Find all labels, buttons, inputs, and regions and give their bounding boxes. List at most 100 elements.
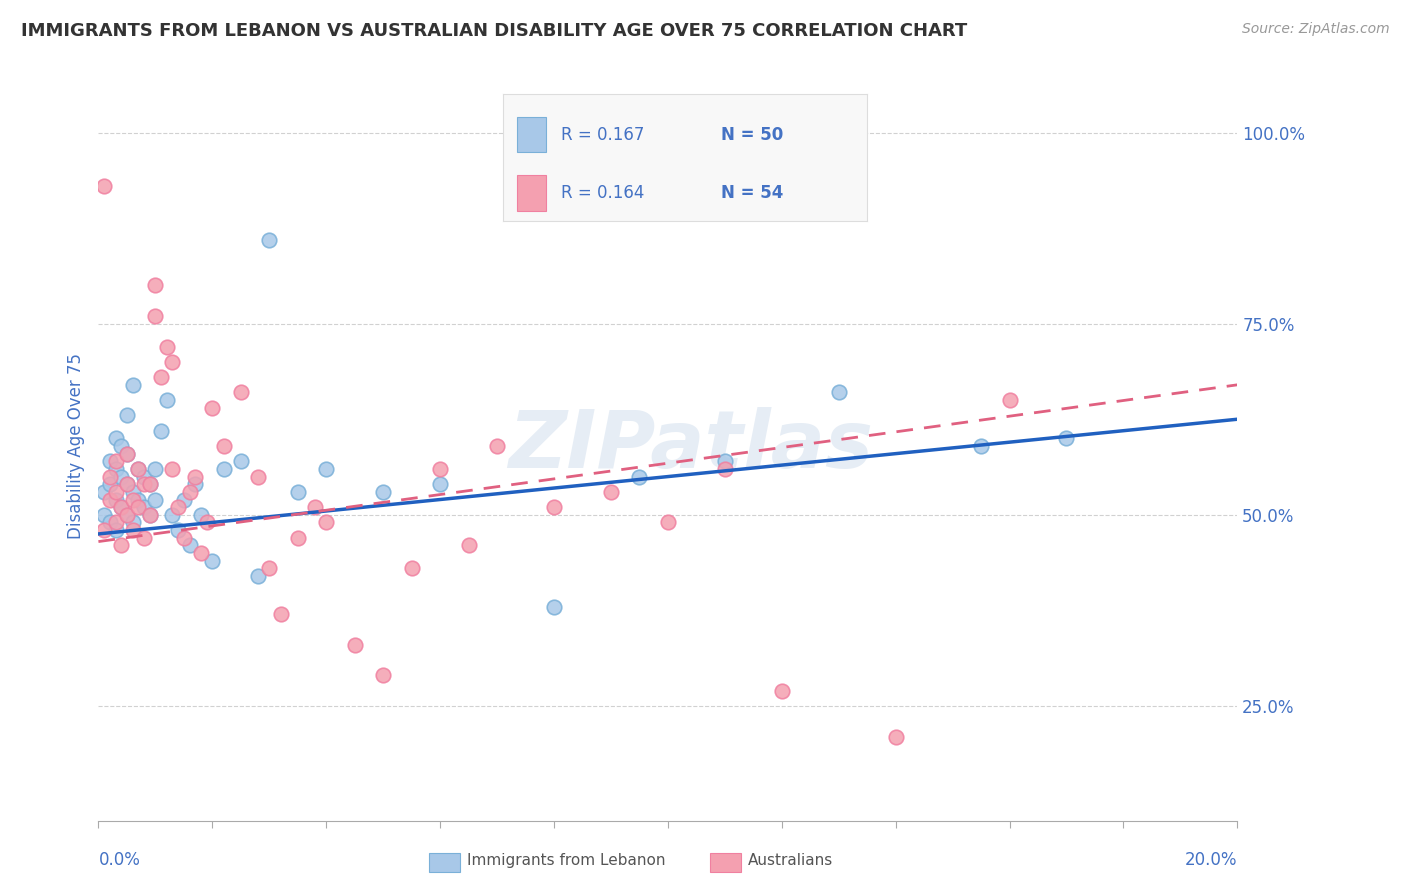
Point — [543, 500, 565, 515]
Point — [373, 668, 395, 682]
Point — [246, 569, 269, 583]
Point — [195, 516, 218, 530]
Point — [145, 462, 167, 476]
Point — [104, 454, 127, 468]
Point — [127, 492, 149, 507]
Point — [162, 462, 184, 476]
Point — [167, 523, 190, 537]
Point — [98, 454, 121, 468]
Point — [628, 469, 651, 483]
Point — [184, 469, 207, 483]
Point — [201, 554, 224, 568]
Point — [212, 439, 235, 453]
Point — [121, 523, 143, 537]
Point — [121, 492, 143, 507]
Point — [104, 516, 127, 530]
Point — [110, 500, 132, 515]
Point — [1056, 431, 1078, 445]
Point — [132, 531, 155, 545]
Point — [145, 492, 167, 507]
Point — [115, 447, 138, 461]
Point — [127, 462, 149, 476]
Point — [401, 561, 423, 575]
Point — [156, 340, 179, 354]
Text: IMMIGRANTS FROM LEBANON VS AUSTRALIAN DISABILITY AGE OVER 75 CORRELATION CHART: IMMIGRANTS FROM LEBANON VS AUSTRALIAN DI… — [21, 22, 967, 40]
Point — [104, 431, 127, 445]
Point — [156, 393, 179, 408]
Point — [138, 508, 160, 522]
Text: 0.0%: 0.0% — [98, 851, 141, 869]
Point — [127, 462, 149, 476]
Point — [121, 484, 143, 499]
Point — [343, 638, 366, 652]
Point — [93, 508, 115, 522]
Point — [190, 546, 212, 560]
Point — [600, 484, 623, 499]
Text: 20.0%: 20.0% — [1185, 851, 1237, 869]
Point — [173, 531, 195, 545]
Point — [132, 500, 155, 515]
Point — [229, 454, 252, 468]
Y-axis label: Disability Age Over 75: Disability Age Over 75 — [66, 353, 84, 539]
Point — [259, 233, 281, 247]
Point — [162, 508, 184, 522]
Point — [98, 469, 121, 483]
Point — [138, 508, 160, 522]
Point — [429, 477, 451, 491]
Point — [110, 439, 132, 453]
Point — [115, 477, 138, 491]
Point — [373, 484, 395, 499]
Point — [457, 538, 479, 552]
Point — [150, 370, 173, 384]
Text: ZIPatlas: ZIPatlas — [508, 407, 873, 485]
Point — [138, 477, 160, 491]
Point — [179, 538, 201, 552]
Point — [93, 484, 115, 499]
Point — [201, 401, 224, 415]
Point — [132, 469, 155, 483]
Point — [110, 500, 132, 515]
Point — [145, 278, 167, 293]
Point — [104, 462, 127, 476]
Point — [98, 492, 121, 507]
Point — [93, 523, 115, 537]
Point — [132, 477, 155, 491]
Point — [104, 492, 127, 507]
Point — [150, 424, 173, 438]
Point — [98, 516, 121, 530]
Point — [115, 508, 138, 522]
Point — [657, 516, 679, 530]
Point — [828, 385, 851, 400]
Point — [115, 447, 138, 461]
Point — [162, 355, 184, 369]
Point — [287, 531, 309, 545]
Point — [714, 462, 737, 476]
Point — [115, 477, 138, 491]
Point — [110, 469, 132, 483]
Point — [173, 492, 195, 507]
Point — [121, 516, 143, 530]
Point — [212, 462, 235, 476]
Point — [138, 477, 160, 491]
Point — [998, 393, 1021, 408]
Text: Immigrants from Lebanon: Immigrants from Lebanon — [467, 853, 665, 868]
Point — [145, 309, 167, 323]
Point — [115, 508, 138, 522]
Point — [121, 377, 143, 392]
Point — [179, 484, 201, 499]
Point — [98, 477, 121, 491]
Point — [184, 477, 207, 491]
Text: Source: ZipAtlas.com: Source: ZipAtlas.com — [1241, 22, 1389, 37]
Point — [104, 523, 127, 537]
Point — [104, 484, 127, 499]
Point — [167, 500, 190, 515]
Point — [270, 607, 292, 622]
Point — [115, 409, 138, 423]
Point — [543, 599, 565, 614]
Point — [429, 462, 451, 476]
Point — [486, 439, 509, 453]
Point — [190, 508, 212, 522]
Point — [93, 179, 115, 194]
Point — [770, 683, 793, 698]
Point — [259, 561, 281, 575]
